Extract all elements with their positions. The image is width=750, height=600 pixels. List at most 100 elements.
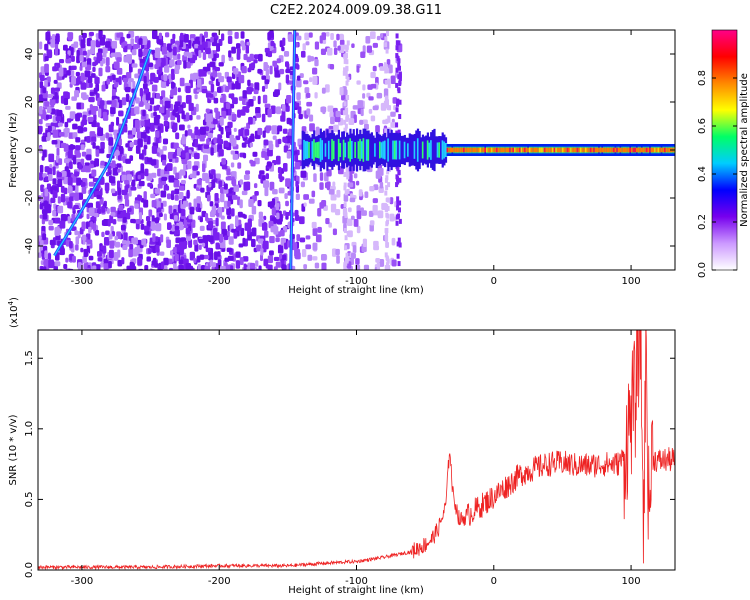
spectrogram-noise-cell: [249, 142, 254, 148]
colorbar-tick-label: 0.0: [697, 262, 708, 278]
spectrogram-noise-cell: [70, 55, 75, 62]
spectrogram-noise-cell: [197, 45, 204, 51]
snr-y-tick-label: 1.5: [24, 350, 35, 366]
spectrogram-noise-cell: [279, 68, 285, 75]
spectrogram-noise-cell: [178, 259, 184, 265]
spectrogram-noise-cell: [74, 230, 78, 236]
spectrogram-noise-cell: [114, 236, 119, 241]
spectrogram-noise-cell: [193, 258, 197, 264]
spectrogram-noise-cell: [82, 50, 87, 56]
spectrogram-noise-cell: [208, 252, 214, 261]
spectrogram-noise-cell: [360, 51, 366, 58]
spectrogram-noise-cell: [157, 207, 162, 213]
spectrogram-noise-cell: [193, 198, 198, 208]
spectrogram-striation-cell: [387, 264, 391, 270]
spectrogram-noise-cell: [227, 215, 232, 220]
spectrogram-noise-cell: [325, 218, 330, 225]
spectrogram-noise-cell: [178, 124, 185, 131]
spectrogram-noise-cell: [86, 267, 91, 270]
spectrogram-noise-cell: [285, 74, 290, 84]
spectrogram-striation-cell: [343, 44, 347, 50]
spectrogram-y-tick-label: -40: [24, 238, 35, 254]
spectrogram-noise-cell: [200, 126, 206, 135]
spectrogram-noise-cell: [297, 138, 302, 147]
spectrogram-noise-cell: [151, 84, 158, 92]
spectrogram-noise-cell: [101, 231, 105, 238]
spectrogram-noise-cell: [268, 250, 274, 256]
spectrogram-noise-cell: [140, 223, 145, 230]
spectrogram-noise-cell: [217, 134, 222, 141]
spectrogram-noise-cell: [221, 54, 225, 64]
spectrogram-noise-cell: [252, 95, 256, 102]
spectrogram-noise-cell: [118, 110, 124, 117]
spectrogram-noise-cell: [80, 181, 86, 188]
spectrogram-noise-cell: [365, 36, 371, 44]
spectrogram-noise-cell: [343, 193, 349, 202]
spectrogram-noise-cell: [268, 143, 274, 151]
spectrogram-noise-cell: [276, 218, 283, 225]
spectrogram-noise-cell: [93, 212, 99, 218]
spectrogram-noise-cell: [58, 67, 64, 77]
spectrogram-noise-cell: [165, 109, 170, 118]
spectrogram-noise-cell: [60, 142, 67, 148]
spectrogram-noise-cell: [241, 142, 247, 148]
spectrogram-noise-cell: [62, 44, 68, 51]
spectrogram-noise-cell: [108, 233, 113, 240]
spectrogram-noise-cell: [255, 113, 262, 118]
spectrogram-striation-cell: [386, 68, 390, 74]
spectrogram-noise-cell: [324, 182, 330, 189]
spectrogram-noise-cell: [92, 141, 96, 149]
spectrogram-noise-cell: [335, 248, 340, 256]
spectrogram-noise-cell: [178, 185, 185, 191]
spectrogram-noise-cell: [210, 83, 215, 93]
spectrogram-noise-cell: [213, 97, 219, 104]
spectrogram-noise-cell: [152, 244, 157, 254]
spectrogram-noise-cell: [96, 52, 102, 62]
spectrogram-noise-cell: [201, 89, 208, 94]
spectrogram-noise-cell: [172, 46, 177, 56]
spectrogram-striation-cell: [396, 253, 400, 259]
spectrogram-noise-cell: [155, 222, 162, 232]
spectrogram-noise-cell: [152, 257, 157, 264]
spectrogram-noise-cell: [194, 243, 199, 252]
spectrogram-noise-cell: [282, 128, 288, 134]
spectrogram-noise-cell: [238, 74, 245, 84]
spectrogram-noise-cell: [102, 46, 108, 54]
spectrogram-noise-cell: [197, 178, 202, 186]
spectrogram-noise-cell: [248, 116, 253, 125]
spectrogram-noise-cell: [171, 225, 175, 232]
spectrogram-noise-cell: [330, 203, 337, 213]
spectrogram-noise-cell: [78, 163, 82, 170]
spectrogram-noise-cell: [45, 31, 51, 41]
spectrogram-noise-cell: [197, 78, 202, 88]
spectrogram-noise-cell: [106, 100, 112, 105]
spectrogram-noise-cell: [44, 203, 51, 212]
spectrogram-noise-cell: [180, 180, 186, 185]
spectrogram-striation-cell: [384, 95, 388, 101]
spectrogram-noise-cell: [101, 84, 106, 92]
spectrogram-noise-cell: [363, 123, 369, 130]
spectrogram-noise-cell: [72, 132, 78, 139]
colorbar-tick-label: 0.6: [697, 118, 708, 134]
spectrogram-noise-cell: [97, 127, 104, 136]
spectrogram-noise-cell: [267, 255, 274, 264]
spectrogram-noise-cell: [92, 61, 97, 67]
spectrogram-noise-cell: [219, 233, 224, 243]
spectrogram-noise-cell: [63, 158, 70, 164]
spectrogram-noise-cell: [390, 75, 396, 85]
spectrogram-noise-cell: [288, 80, 294, 85]
spectrogram-noise-cell: [339, 33, 344, 40]
spectrogram-noise-cell: [81, 221, 86, 230]
spectrogram-noise-cell: [347, 207, 352, 213]
spectrogram-noise-cell: [228, 56, 234, 62]
spectrogram-noise-cell: [372, 105, 379, 111]
spectrogram-noise-cell: [192, 165, 199, 171]
spectrogram-noise-cell: [167, 258, 173, 265]
spectrogram-noise-cell: [174, 112, 180, 118]
spectrogram-noise-cell: [131, 127, 136, 135]
spectrogram-noise-cell: [138, 48, 143, 58]
spectrogram-noise-cell: [372, 198, 378, 204]
spectrogram-noise-cell: [303, 194, 309, 200]
spectrogram-noise-cell: [285, 211, 291, 217]
spectrogram-noise-cell: [39, 41, 43, 50]
